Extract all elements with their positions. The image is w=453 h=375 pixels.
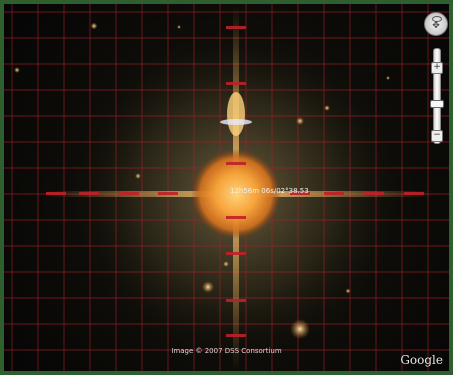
sky-map-view[interactable]: 12h56m 06s/02°38.53 Image © 2007 DSS Con… xyxy=(4,4,449,371)
grid-tick-marker xyxy=(119,192,139,195)
grid-tick-marker xyxy=(226,299,246,302)
grid-tick-marker xyxy=(79,192,99,195)
grid-labels xyxy=(46,26,424,337)
background-star xyxy=(345,288,351,294)
grid-tick-marker xyxy=(324,192,344,195)
background-star xyxy=(223,261,229,267)
zoom-in-button[interactable]: + xyxy=(431,62,443,74)
grid-tick-marker xyxy=(364,192,384,195)
grid-tick-marker xyxy=(226,162,246,165)
grid-tick-marker xyxy=(404,192,424,195)
grid-tick-marker xyxy=(226,252,246,255)
grid-tick-marker xyxy=(290,192,310,195)
background-star xyxy=(386,76,390,80)
grid-tick-marker xyxy=(226,82,246,85)
zoom-out-button[interactable]: − xyxy=(431,130,443,142)
background-star xyxy=(90,22,98,30)
zoom-slider-track[interactable] xyxy=(433,48,441,144)
grid-tick-marker xyxy=(158,192,178,195)
main-star xyxy=(191,149,281,239)
background-star xyxy=(135,173,141,179)
background-star xyxy=(324,105,330,111)
grid-tick-marker xyxy=(226,26,246,29)
background-star xyxy=(296,117,304,125)
background-star xyxy=(14,67,20,73)
google-logo: Google xyxy=(400,353,443,367)
sky-map-canvas xyxy=(4,4,449,371)
coordinate-readout: 12h56m 06s/02°38.53 xyxy=(230,187,309,195)
image-attribution: Image © 2007 DSS Consortium xyxy=(171,347,282,355)
background-star xyxy=(202,281,214,293)
spike-flare-top-glint xyxy=(220,119,252,125)
eye-icon xyxy=(432,16,442,22)
background-star xyxy=(177,25,181,29)
grid-tick-marker xyxy=(46,192,66,195)
background-star xyxy=(290,319,310,339)
look-around-compass-icon[interactable]: ✥ xyxy=(424,12,448,36)
pan-arrows-icon[interactable]: ✥ xyxy=(432,21,440,31)
grid-tick-marker xyxy=(226,334,246,337)
zoom-slider-thumb[interactable] xyxy=(430,100,444,109)
grid-tick-marker xyxy=(226,216,246,219)
spike-flare-top xyxy=(227,92,245,136)
